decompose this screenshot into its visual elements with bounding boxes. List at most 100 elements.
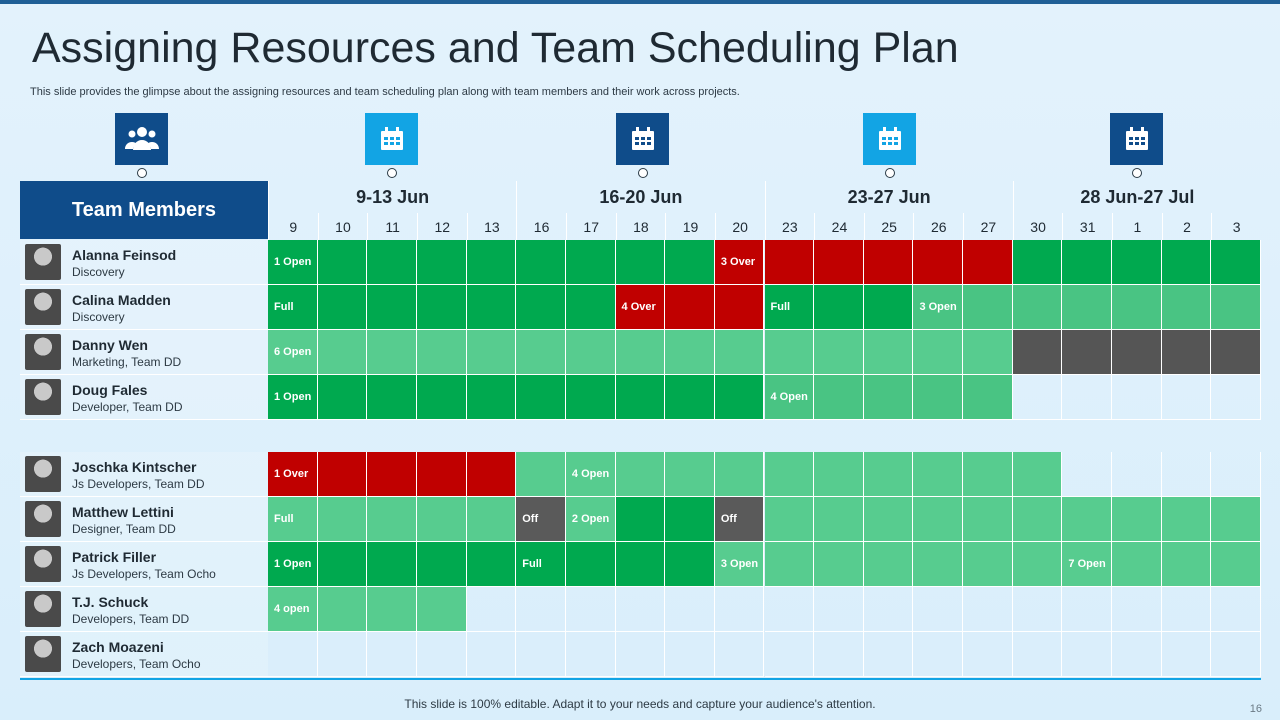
- day-header: 27: [963, 213, 1013, 240]
- schedule-cell: [615, 330, 666, 375]
- schedule-cell: [466, 240, 517, 285]
- schedule-cell: [814, 632, 864, 677]
- schedule-cell: [863, 330, 914, 375]
- schedule-cell: [1161, 497, 1212, 542]
- schedule-cell: [565, 587, 616, 632]
- schedule-cell: [814, 285, 864, 330]
- member-row: T.J. Schuck Developers, Team DD: [20, 587, 268, 632]
- schedule-cell: [1161, 375, 1212, 420]
- schedule-cell: [1211, 375, 1261, 420]
- schedule-cell: [268, 632, 318, 677]
- member-row: Matthew Lettini Designer, Team DD: [20, 497, 268, 542]
- schedule-cell: [615, 497, 666, 542]
- schedule-cell: [913, 497, 964, 542]
- schedule-cell: [367, 285, 417, 330]
- schedule-grid: Team Members 9-13 Jun 16-20 Jun 23-27 Jun 2…: [20, 181, 1261, 677]
- day-header: 10: [317, 213, 368, 240]
- team-members-header: Team Members: [20, 181, 268, 239]
- schedule-cell: [963, 330, 1013, 375]
- avatar: [25, 501, 61, 537]
- schedule-cell: [416, 542, 467, 587]
- day-header: 19: [665, 213, 715, 240]
- schedule-cell: 3 Over: [714, 240, 765, 285]
- schedule-cell: [516, 240, 566, 285]
- schedule-cell: [913, 240, 964, 285]
- schedule-cell: [963, 375, 1013, 420]
- schedule-cell: [814, 587, 864, 632]
- schedule-cell: [665, 375, 715, 420]
- schedule-cell: 2 Open: [565, 497, 616, 542]
- member-row: Alanna Feinsod Discovery: [20, 240, 268, 285]
- schedule-cell: [764, 632, 815, 677]
- schedule-cell: 3 Open: [913, 285, 964, 330]
- schedule-cell: [466, 497, 517, 542]
- schedule-cell: [863, 285, 914, 330]
- schedule-cell: 6 Open: [268, 330, 318, 375]
- member-name: Matthew Lettini: [72, 504, 174, 520]
- member-role: Developer, Team DD: [72, 400, 183, 414]
- day-header: 20: [714, 213, 765, 240]
- schedule-cell: [714, 330, 765, 375]
- schedule-cell: [1012, 587, 1063, 632]
- day-header: 12: [416, 213, 467, 240]
- schedule-cell: [1062, 375, 1113, 420]
- schedule-cell: [1112, 587, 1162, 632]
- schedule-cell: [913, 542, 964, 587]
- schedule-cell: [1012, 452, 1063, 497]
- schedule-cell: [1112, 330, 1162, 375]
- schedule-cell: [814, 375, 864, 420]
- schedule-cell: [1062, 497, 1113, 542]
- schedule-cell: [367, 330, 417, 375]
- schedule-cell: [416, 497, 467, 542]
- schedule-cell: [615, 375, 666, 420]
- schedule-cell: 7 Open: [1062, 542, 1113, 587]
- schedule-cell: [665, 497, 715, 542]
- schedule-cell: [764, 452, 815, 497]
- schedule-cell: [466, 587, 517, 632]
- schedule-cell: [1062, 330, 1113, 375]
- schedule-cell: [963, 452, 1013, 497]
- member-name: Zach Moazeni: [72, 639, 164, 655]
- schedule-cell: [1062, 587, 1113, 632]
- schedule-cell: [665, 452, 715, 497]
- schedule-cell: [317, 285, 368, 330]
- schedule-cell: [1161, 452, 1212, 497]
- schedule-cell: [665, 285, 715, 330]
- schedule-cell: [1161, 632, 1212, 677]
- schedule-cell: [466, 542, 517, 587]
- member-name: Calina Madden: [72, 292, 171, 308]
- schedule-cell: [516, 285, 566, 330]
- member-row: Doug Fales Developer, Team DD: [20, 375, 268, 420]
- schedule-cell: [317, 542, 368, 587]
- schedule-cell: Full: [268, 497, 318, 542]
- day-header: 25: [863, 213, 914, 240]
- schedule-cell: 1 Open: [268, 542, 318, 587]
- schedule-cell: [1012, 285, 1063, 330]
- schedule-cell: [367, 587, 417, 632]
- schedule-cell: [1211, 240, 1261, 285]
- schedule-cell: [367, 632, 417, 677]
- schedule-cell: [714, 375, 765, 420]
- member-name: Doug Fales: [72, 382, 148, 398]
- schedule-cell: [615, 240, 666, 285]
- schedule-cell: [565, 632, 616, 677]
- schedule-cell: [1062, 452, 1113, 497]
- schedule-cell: [416, 330, 467, 375]
- week-header: 23-27 Jun: [764, 181, 1013, 213]
- schedule-cell: [1112, 542, 1162, 587]
- schedule-cell: [913, 587, 964, 632]
- schedule-cell: [1112, 375, 1162, 420]
- day-header: 13: [466, 213, 517, 240]
- schedule-cell: [764, 587, 815, 632]
- avatar: [25, 591, 61, 627]
- calendar-icon: [365, 113, 418, 165]
- schedule-cell: [516, 330, 566, 375]
- schedule-cell: [913, 452, 964, 497]
- member-row: Joschka Kintscher Js Developers, Team DD: [20, 452, 268, 497]
- schedule-cell: [1112, 452, 1162, 497]
- timeline-dot: [387, 168, 397, 178]
- schedule-cell: [317, 632, 368, 677]
- timeline-dot: [1132, 168, 1142, 178]
- schedule-cell: [963, 497, 1013, 542]
- schedule-cell: 1 Open: [268, 375, 318, 420]
